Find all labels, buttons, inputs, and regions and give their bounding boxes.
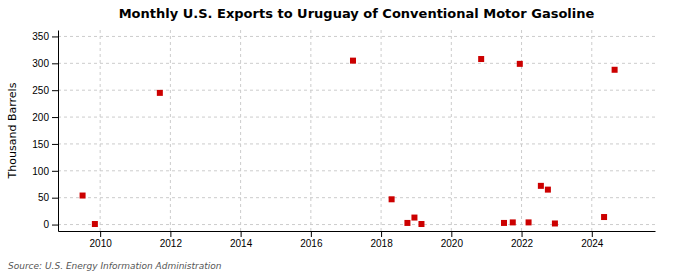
tick: 2020: [441, 231, 464, 249]
tick: 50: [38, 192, 58, 203]
tick-mark: [170, 231, 171, 237]
tick: 2010: [90, 231, 113, 249]
tick: 250: [32, 85, 58, 96]
tick-label: 100: [32, 166, 49, 177]
tick-label: 300: [32, 58, 49, 69]
tick-label: 2010: [90, 238, 113, 249]
point: [478, 56, 484, 62]
grid-line-y: [58, 36, 655, 37]
point: [92, 221, 98, 227]
axis-line: [59, 231, 656, 232]
tick: 2016: [300, 231, 323, 249]
point: [612, 67, 618, 73]
point: [517, 61, 523, 67]
tick-label: 2014: [230, 238, 253, 249]
tick-mark: [52, 144, 58, 145]
tick: 2014: [230, 231, 253, 249]
point: [389, 196, 395, 202]
tick: 100: [32, 166, 58, 177]
tick-mark: [52, 36, 58, 37]
point: [526, 219, 532, 225]
grid-line-x: [521, 30, 522, 231]
tick: 350: [32, 31, 58, 42]
tick-label: 2018: [370, 238, 393, 249]
tick-label: 2016: [300, 238, 323, 249]
tick-mark: [381, 231, 382, 237]
tick-mark: [100, 231, 101, 237]
tick-mark: [52, 63, 58, 64]
tick-label: 350: [32, 31, 49, 42]
tick-mark: [311, 231, 312, 237]
tick: 200: [32, 112, 58, 123]
tick-mark: [451, 231, 452, 237]
tick: 2024: [581, 231, 604, 249]
tick-mark: [52, 171, 58, 172]
point: [157, 90, 163, 96]
tick: 300: [32, 58, 58, 69]
point: [501, 220, 507, 226]
annotation: Source: U.S. Energy Information Administ…: [8, 261, 222, 271]
tick-label: 2022: [511, 238, 534, 249]
tick: 2012: [160, 231, 183, 249]
point: [350, 58, 356, 64]
tick-label: 150: [32, 139, 49, 150]
grid-line-x: [381, 30, 382, 231]
x-axis: 2010 2012 2014 2016 2018 2020 2022 2024: [59, 231, 656, 249]
tick: 2022: [511, 231, 534, 249]
tick-label: 250: [32, 85, 49, 96]
point: [538, 183, 544, 189]
tick-mark: [52, 198, 58, 199]
tick-label: 2012: [160, 238, 183, 249]
grid-line-x: [170, 30, 171, 231]
grid: [58, 30, 655, 231]
tick-mark: [52, 117, 58, 118]
tick-mark: [52, 90, 58, 91]
grid-line-x: [240, 30, 241, 231]
grid-line-x: [451, 30, 452, 231]
tick: 0: [43, 219, 58, 230]
tick-mark: [241, 231, 242, 237]
point: [545, 187, 551, 193]
point: [552, 220, 558, 226]
tick-mark: [52, 225, 58, 226]
point: [411, 215, 417, 221]
grid-line-y: [58, 90, 655, 91]
point: [601, 214, 607, 220]
grid-line-y: [58, 170, 655, 171]
grid-line-y: [58, 224, 655, 225]
chart-container: 2010 2012 2014 2016 2018 2020 2022 2024 0 50 100 15…: [0, 0, 675, 275]
tick: 150: [32, 139, 58, 150]
plot-area: [80, 56, 618, 227]
point: [510, 219, 516, 225]
grid-line-y: [58, 117, 655, 118]
tick: 2018: [370, 231, 393, 249]
y-axis: 0 50 100 150 200 250 300 350: [32, 31, 58, 232]
chart: 2010 2012 2014 2016 2018 2020 2022 2024 0 50 100 15…: [0, 0, 675, 275]
tick-mark: [592, 231, 593, 237]
grid-line-y: [58, 63, 655, 64]
grid-line-x: [310, 30, 311, 231]
tick-label: 2024: [581, 238, 604, 249]
grid-line-y: [58, 143, 655, 144]
axis-line: [58, 31, 59, 232]
tick-label: 50: [38, 192, 50, 203]
point: [404, 220, 410, 226]
grid-line-x: [100, 30, 101, 231]
grid-line-y: [58, 197, 655, 198]
tick-label: 200: [32, 112, 49, 123]
tick-label: 0: [43, 219, 49, 230]
tick-mark: [522, 231, 523, 237]
tick-label: 2020: [441, 238, 464, 249]
title: Monthly U.S. Exports to Uruguay of Conve…: [119, 6, 595, 21]
y-axis-title: Thousand Barrels: [6, 82, 19, 179]
point: [418, 221, 424, 227]
point: [80, 193, 86, 199]
grid-line-x: [591, 30, 592, 231]
